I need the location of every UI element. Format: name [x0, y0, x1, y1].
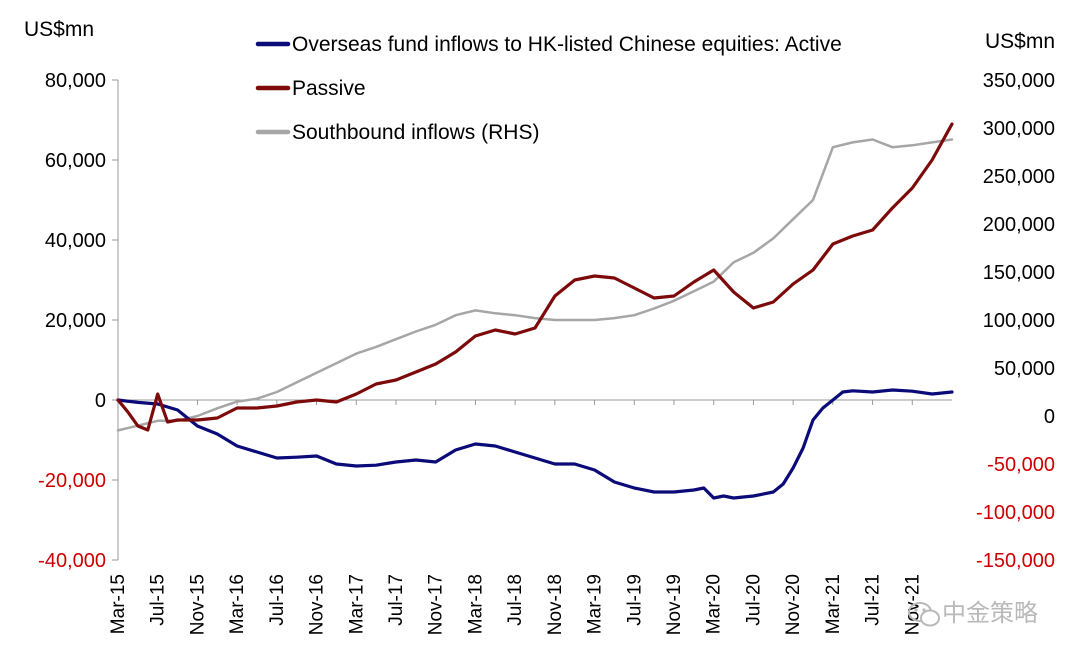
x-tick-label: Mar-16: [227, 574, 248, 634]
left-tick-label: -40,000: [38, 550, 106, 572]
right-tick-label: 150,000: [983, 262, 1055, 284]
legend-label: Overseas fund inflows to HK-listed Chine…: [292, 33, 842, 56]
watermark: 中金策略: [908, 599, 1038, 627]
x-tick-label: Nov-15: [187, 574, 208, 635]
right-tick-label: -150,000: [976, 550, 1055, 572]
x-tick-label: Mar-18: [465, 574, 486, 634]
axes: 80,000 60,000 40,000 20,000 0 -20,000 -40,000 3…: [38, 70, 1055, 635]
x-tick-label: Nov-16: [307, 574, 328, 635]
right-tick-label: 300,000: [983, 118, 1055, 140]
right-tick-label: 50,000: [994, 358, 1055, 380]
wechat-icon: [908, 602, 940, 627]
watermark-text: 中金策略: [942, 599, 1038, 627]
right-tick-label: -50,000: [987, 454, 1055, 476]
x-tick-label: Jul-15: [148, 574, 169, 626]
x-tick-label: Jul-19: [624, 574, 645, 626]
right-tick-label: 350,000: [983, 70, 1055, 92]
x-tick-label: Mar-19: [585, 574, 606, 634]
left-tick-label: 40,000: [45, 230, 106, 252]
series-line-passive: [116, 122, 954, 432]
x-tick-label: Nov-20: [783, 574, 804, 635]
left-unit-label: US$mn: [24, 18, 94, 41]
x-tick-label: Mar-17: [346, 574, 367, 634]
x-tick-label: Jul-16: [267, 574, 288, 626]
x-tick-label: Mar-15: [108, 574, 129, 634]
left-tick-label: 80,000: [45, 70, 106, 92]
right-tick-label: 100,000: [983, 310, 1055, 332]
x-tick-label: Jul-17: [386, 574, 407, 626]
right-tick-label: -100,000: [976, 502, 1055, 524]
x-tick-label: Mar-20: [704, 574, 725, 634]
x-tick-label: Mar-21: [823, 574, 844, 634]
x-tick-label: Nov-17: [426, 574, 447, 635]
series-lines: [116, 122, 954, 500]
legend: Overseas fund inflows to HK-listed Chine…: [255, 33, 842, 144]
x-tick-label: Jul-18: [505, 574, 526, 626]
series-line-southbound: [116, 138, 954, 432]
left-tick-label: 20,000: [45, 310, 106, 332]
right-tick-label: 200,000: [983, 214, 1055, 236]
x-tick-label: Nov-18: [545, 574, 566, 635]
legend-label: Passive: [292, 77, 366, 100]
right-tick-label: 250,000: [983, 166, 1055, 188]
x-tick-label: Jul-20: [743, 574, 764, 626]
x-tick-label: Nov-19: [664, 574, 685, 635]
left-tick-label: 60,000: [45, 150, 106, 172]
right-tick-label: 0: [1044, 406, 1055, 428]
legend-label: Southbound inflows (RHS): [292, 121, 539, 144]
right-unit-label: US$mn: [985, 30, 1055, 53]
left-tick-label: 0: [95, 390, 106, 412]
x-tick-label: Jul-21: [863, 574, 884, 626]
left-tick-label: -20,000: [38, 470, 106, 492]
series-line-active: [116, 388, 954, 500]
